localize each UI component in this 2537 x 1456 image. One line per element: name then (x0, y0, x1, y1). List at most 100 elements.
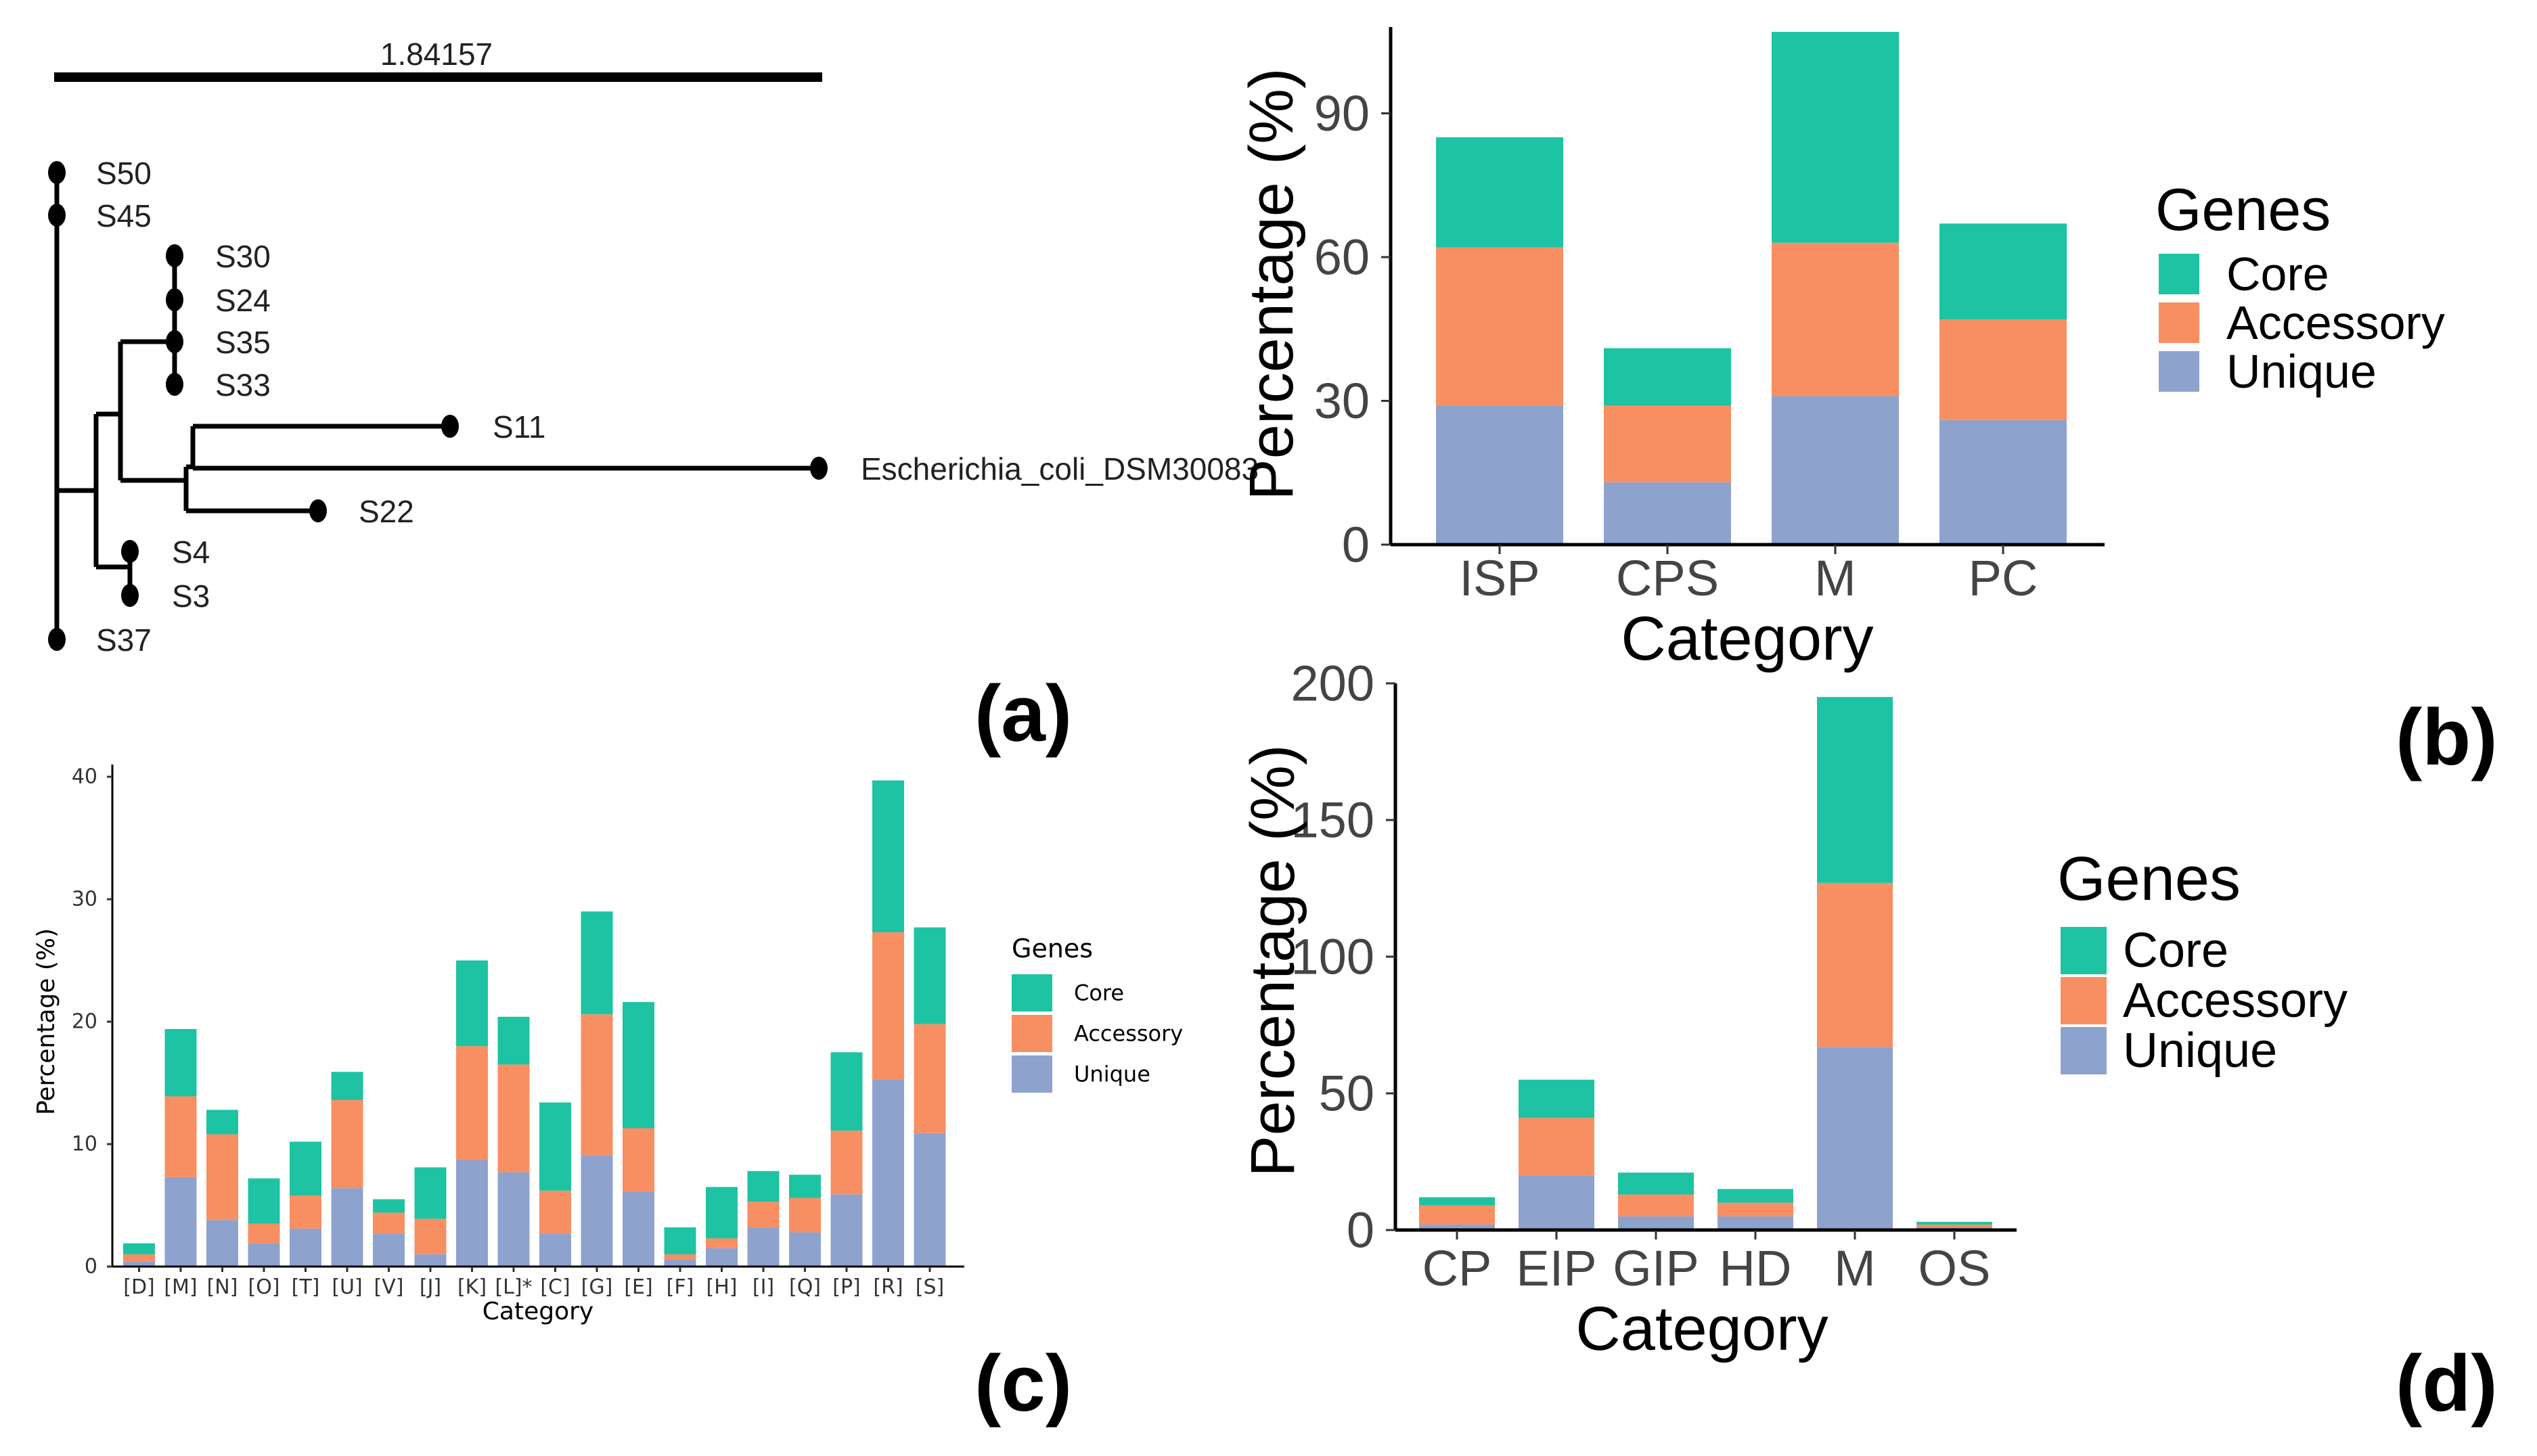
bar-c-accessory-11 (581, 1014, 613, 1156)
tip-label-s33: S33 (215, 367, 271, 403)
tip-node-s45 (48, 204, 66, 227)
bar-c-unique-14 (706, 1248, 738, 1267)
xtick-label-c-0: [D] (123, 1275, 155, 1299)
bar-c-accessory-9 (497, 1064, 530, 1173)
bar-d-accessory-5 (1916, 1224, 1992, 1227)
legend-swatch-d-accessory (2061, 977, 2107, 1024)
xtick-label-c-14: [H] (706, 1275, 738, 1299)
bar-c-accessory-14 (706, 1238, 738, 1248)
xtick-label-c-16: [Q] (789, 1275, 821, 1299)
tip-label-s37: S37 (96, 622, 152, 658)
chart-b-x-ticks: ISP CPS M PC (1459, 545, 2038, 606)
bar-c-accessory-5 (331, 1099, 363, 1189)
tip-node-s3 (121, 584, 139, 607)
chart-b-y-ticks: 0 30 60 90 (1314, 85, 1391, 573)
legend-label-c-unique: Unique (1074, 1062, 1150, 1087)
chart-d-x-ticks: CP EIP GIP HD M OS (1422, 1230, 1990, 1296)
xtick-label-c-12: [E] (624, 1275, 652, 1299)
xtick-label-c-9: [L]* (495, 1275, 532, 1299)
tip-node-s22 (309, 499, 327, 522)
bar-c-accessory-15 (747, 1202, 780, 1228)
bar-c-accessory-7 (414, 1219, 447, 1254)
bar-c-core-14 (706, 1187, 738, 1239)
bar-d-core-4 (1817, 697, 1893, 883)
xtick-label-c-13: [F] (667, 1275, 694, 1299)
xtick-label-c-19: [S] (916, 1275, 944, 1299)
tip-label-s30: S30 (215, 239, 271, 274)
tip-label-s22: S22 (359, 494, 414, 529)
bar-c-unique-13 (664, 1259, 696, 1267)
bar-c-unique-7 (414, 1254, 447, 1267)
bar-c-core-2 (206, 1110, 238, 1135)
bar-c-core-1 (164, 1028, 197, 1097)
bar-c-core-16 (789, 1175, 821, 1198)
bar-c-accessory-17 (830, 1131, 863, 1195)
legend-swatch-c-accessory (1012, 1015, 1052, 1052)
bar-d-accessory-2 (1618, 1194, 1694, 1216)
bar-c-unique-10 (539, 1233, 571, 1267)
tree-tip-nodes (48, 161, 828, 651)
bar-c-accessory-8 (456, 1046, 488, 1160)
bar-b-unique-1 (1604, 482, 1731, 545)
bar-b-accessory-0 (1436, 247, 1563, 406)
bar-c-core-5 (331, 1072, 363, 1100)
tip-label-s3: S3 (172, 578, 210, 614)
bar-c-accessory-4 (290, 1196, 321, 1229)
xtick-label-b-2: M (1814, 550, 1856, 606)
panel-label-c: (c) (974, 1339, 1072, 1428)
tree-scale-label: 1.84157 (380, 37, 493, 72)
ytick-label-b-0: 0 (1342, 517, 1370, 573)
ytick-label-d-2: 100 (1291, 929, 1374, 985)
bar-c-accessory-1 (164, 1096, 197, 1177)
bar-c-unique-12 (623, 1191, 654, 1267)
chart-c-legend: Genes Core Accessory Unique (1012, 934, 1183, 1093)
tree-branches (54, 173, 819, 639)
bar-c-core-11 (581, 911, 613, 1015)
tip-label-s35: S35 (215, 325, 271, 360)
xtick-label-c-8: [K] (457, 1275, 487, 1299)
bar-c-unique-2 (206, 1220, 238, 1267)
bar-c-accessory-0 (123, 1254, 155, 1262)
bar-c-accessory-19 (914, 1024, 946, 1133)
ytick-label-c-0: 0 (85, 1255, 97, 1279)
bar-b-core-2 (1772, 32, 1899, 243)
chart-c-y-axis-title: Percentage (%) (32, 928, 60, 1115)
bar-d-accessory-1 (1519, 1118, 1594, 1176)
chart-b-x-axis-title: Category (1621, 604, 1873, 673)
chart-b-y-axis-title: Percentage (%) (1237, 68, 1306, 500)
bar-b-accessory-1 (1604, 405, 1731, 482)
chart-b-gene-categories: 0 30 60 90 ISP CPS M PC Category Percentage (%… (1237, 27, 2445, 673)
panel-label-b: (b) (2396, 693, 2498, 782)
xtick-label-c-1: [M] (164, 1275, 197, 1299)
xtick-label-b-1: CPS (1616, 550, 1719, 606)
tip-node-s24 (166, 288, 183, 311)
bar-d-core-2 (1618, 1173, 1694, 1195)
bar-c-unique-1 (164, 1177, 197, 1267)
bar-b-core-3 (1939, 223, 2067, 320)
legend-label-b-accessory: Accessory (2226, 296, 2445, 349)
bar-c-accessory-3 (248, 1223, 280, 1244)
xtick-label-c-7: [J] (420, 1275, 441, 1299)
tip-node-s50 (48, 161, 66, 184)
bar-d-unique-0 (1419, 1224, 1495, 1230)
xtick-label-d-3: HD (1720, 1240, 1792, 1296)
bar-c-unique-18 (872, 1079, 904, 1267)
legend-label-d-core: Core (2123, 924, 2228, 978)
bar-c-accessory-6 (373, 1212, 405, 1234)
xtick-label-d-0: CP (1422, 1240, 1492, 1296)
phylogenetic-tree-panel: 1.84157 (48, 37, 1259, 658)
bar-d-core-3 (1717, 1189, 1793, 1203)
bar-c-core-6 (373, 1199, 405, 1213)
chart-d-bars (1419, 697, 1992, 1230)
bar-c-accessory-16 (789, 1198, 821, 1233)
bar-c-unique-4 (290, 1228, 321, 1267)
bar-c-unique-5 (331, 1188, 363, 1267)
bar-d-accessory-4 (1817, 882, 1893, 1047)
bar-c-core-8 (456, 960, 488, 1047)
legend-swatch-d-unique (2061, 1027, 2107, 1074)
bar-b-core-1 (1604, 348, 1731, 406)
xtick-label-d-2: GIP (1613, 1240, 1699, 1296)
chart-c-bars (123, 780, 946, 1267)
tip-label-s4: S4 (172, 534, 210, 570)
